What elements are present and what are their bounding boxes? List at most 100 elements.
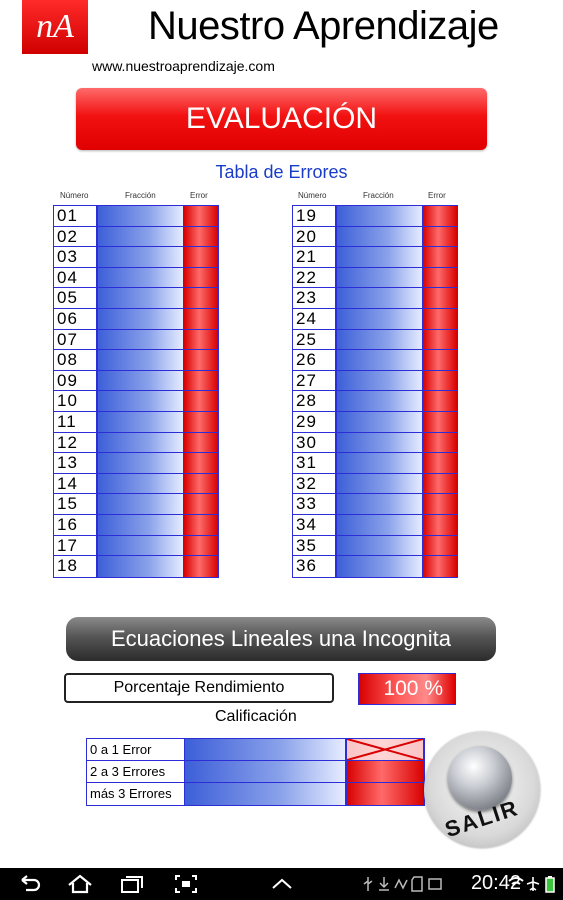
question-number: 06: [54, 308, 98, 329]
error-cell: [184, 411, 218, 432]
fraction-cell: [337, 308, 423, 329]
error-cell: [184, 391, 218, 411]
errors-table-left: 01 02 03 04 05 06 07 08 09 10 11 12 13 14 15 16 17 18: [53, 205, 219, 578]
errors-left-row: 13: [54, 453, 218, 474]
error-cell: [423, 453, 457, 473]
question-number: 30: [293, 432, 337, 453]
error-cell: [184, 453, 218, 473]
performance-value: 100 %: [358, 673, 456, 705]
grading-row: más 3 Errores: [87, 783, 424, 805]
error-cell: [423, 556, 457, 577]
sd-card-icon: [411, 876, 423, 892]
question-number: 23: [293, 288, 337, 308]
question-number: 24: [293, 308, 337, 329]
wifi-icon: [508, 877, 524, 889]
question-number: 25: [293, 329, 337, 350]
fraction-cell: [337, 370, 423, 391]
question-number: 34: [293, 514, 337, 535]
fraction-cell: [337, 556, 423, 577]
usb-icon: [363, 877, 373, 891]
recent-apps-icon[interactable]: [120, 874, 146, 894]
errors-left-row: 06: [54, 308, 218, 330]
errors-left-row: 03: [54, 247, 218, 268]
question-number: 19: [293, 206, 337, 226]
error-cell: [184, 370, 218, 391]
subject-title: Ecuaciones Lineales una Incognita: [66, 617, 496, 661]
download-icon: [379, 877, 389, 891]
grading-error-cell: [347, 783, 424, 805]
home-icon[interactable]: [66, 874, 94, 894]
error-cell: [184, 329, 218, 350]
question-number: 07: [54, 329, 98, 350]
fraction-cell: [98, 514, 184, 535]
error-cell: [184, 288, 218, 308]
question-number: 02: [54, 226, 98, 247]
evaluation-banner: EVALUACIÓN: [76, 88, 487, 150]
exit-button[interactable]: SALIR: [424, 732, 540, 848]
error-cell: [184, 473, 218, 494]
fraction-cell: [98, 473, 184, 494]
errors-table-title: Tabla de Errores: [215, 162, 348, 182]
fraction-cell: [337, 535, 423, 556]
errors-right-row: 29: [293, 411, 457, 433]
errors-left-row: 11: [54, 411, 218, 433]
errors-left-row: 09: [54, 370, 218, 392]
question-number: 04: [54, 267, 98, 288]
error-cell: [423, 535, 457, 556]
errors-right-row: 27: [293, 370, 457, 392]
errors-left-row: 18: [54, 556, 218, 577]
fraction-cell: [98, 411, 184, 432]
fraction-cell: [98, 535, 184, 556]
errors-right-row: 23: [293, 288, 457, 309]
question-number: 31: [293, 453, 337, 473]
fraction-cell: [98, 226, 184, 247]
error-cell: [423, 494, 457, 514]
errors-right-row: 32: [293, 473, 457, 495]
error-cell: [423, 288, 457, 308]
grading-error-cell: [347, 739, 424, 760]
errors-right-row: 26: [293, 350, 457, 371]
signal-icon: [394, 878, 408, 890]
fraction-cell: [337, 206, 423, 226]
errors-left-row: 15: [54, 494, 218, 515]
fraction-cell: [98, 206, 184, 226]
error-cell: [184, 247, 218, 267]
errors-right-row: 30: [293, 432, 457, 454]
error-cell: [423, 473, 457, 494]
question-number: 14: [54, 473, 98, 494]
back-icon[interactable]: [18, 874, 42, 894]
errors-right-row: 31: [293, 453, 457, 474]
error-cell: [423, 308, 457, 329]
errors-left-row: 10: [54, 391, 218, 412]
question-number: 36: [293, 556, 337, 577]
fraction-cell: [337, 432, 423, 453]
error-cell: [423, 226, 457, 247]
cross-mark-icon: [347, 739, 423, 760]
column-header-fraction-right: Fracción: [363, 191, 394, 200]
grading-table: 0 a 1 Error 2 a 3 Errores más 3 Errores: [86, 738, 425, 806]
error-cell: [184, 432, 218, 453]
errors-left-row: 02: [54, 226, 218, 248]
up-chevron-icon[interactable]: [270, 874, 294, 894]
question-number: 21: [293, 247, 337, 267]
grading-title: Calificación: [215, 708, 297, 725]
column-header-fraction: Fracción: [125, 191, 156, 200]
errors-right-row: 36: [293, 556, 457, 577]
errors-table-right: 19 20 21 22 23 24 25 26 27 28 29 30 31 32 33 34 35 36: [292, 205, 458, 578]
error-cell: [184, 206, 218, 226]
error-cell: [184, 350, 218, 370]
exit-knob-icon: [448, 746, 512, 810]
question-number: 10: [54, 391, 98, 411]
app-title: Nuestro Aprendizaje: [148, 4, 499, 48]
question-number: 09: [54, 370, 98, 391]
screenshot-icon[interactable]: [174, 874, 198, 894]
question-number: 26: [293, 350, 337, 370]
error-cell: [184, 514, 218, 535]
system-bar: 20:42: [0, 868, 563, 900]
app-url: www.nuestroaprendizaje.com: [92, 58, 275, 74]
question-number: 05: [54, 288, 98, 308]
fraction-cell: [337, 329, 423, 350]
grading-fraction-cell: [185, 739, 347, 760]
errors-right-row: 33: [293, 494, 457, 515]
fraction-cell: [337, 288, 423, 308]
